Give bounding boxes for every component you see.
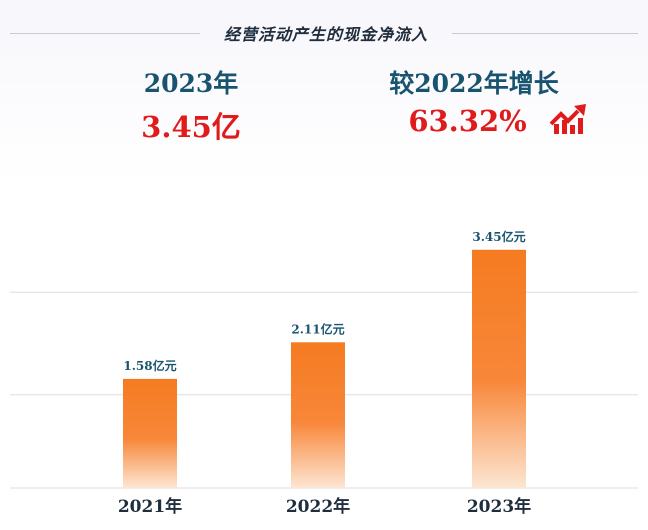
kpi-growth-value: 63.32% (408, 104, 527, 138)
kpi-year-label: 2023年 (143, 69, 239, 98)
x-tick-labels: 2021年 2022年 2023年 (118, 496, 531, 517)
bar-2022年 (291, 342, 345, 488)
kpi-growth-label: 较2022年增长 (389, 69, 559, 98)
chart-title-row: 经营活动产生的现金净流入 (0, 18, 648, 48)
trend-up-icon (549, 104, 586, 134)
bar-value-label: 2.11亿元 (291, 321, 344, 336)
x-tick-label: 2022年 (286, 496, 350, 517)
bar-value-label: 3.45亿元 (472, 229, 525, 244)
bar-value-label: 1.58亿元 (123, 358, 176, 373)
kpi-year-value: 3.45亿 (141, 110, 241, 144)
data-labels: 1.58亿元 2.11亿元 3.45亿元 (123, 229, 525, 373)
chart-title: 经营活动产生的现金净流入 (223, 25, 428, 44)
title-divider-left (10, 33, 200, 34)
x-tick-label: 2021年 (118, 496, 182, 517)
bar-2023年 (472, 249, 526, 488)
title-divider-right (452, 33, 638, 34)
x-tick-label: 2023年 (467, 496, 531, 517)
bars (123, 249, 526, 488)
bar-2021年 (123, 378, 177, 488)
